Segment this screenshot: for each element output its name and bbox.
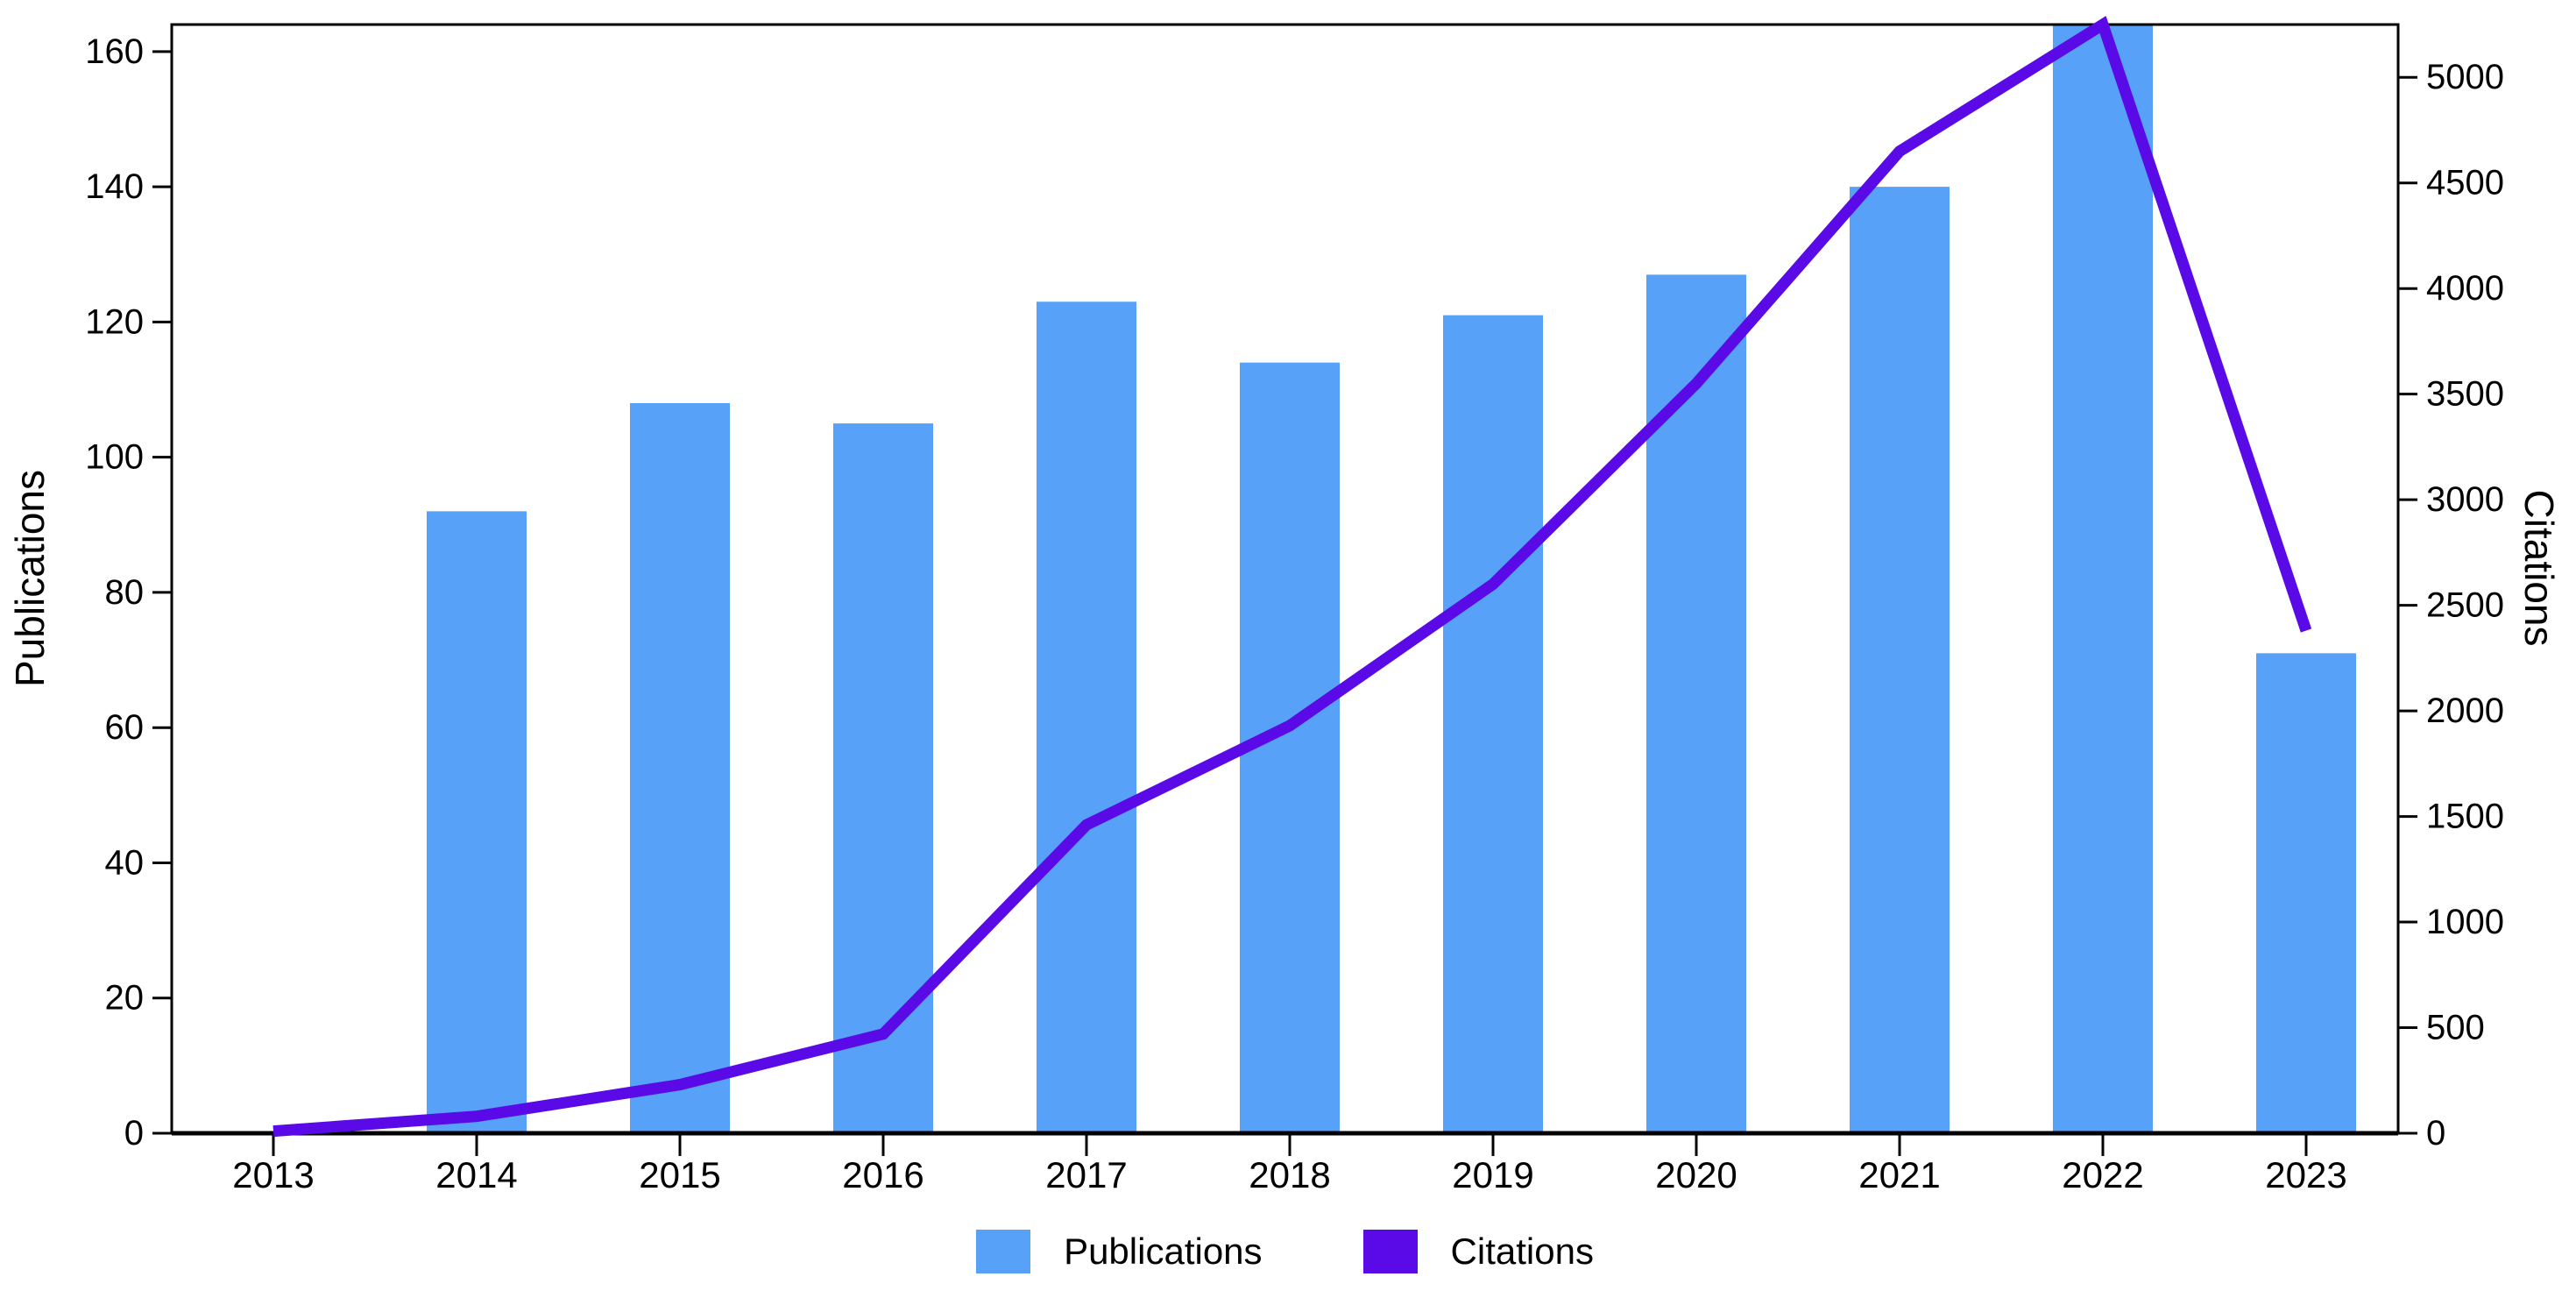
y-left-tick-label-40: 40 [105,843,145,882]
legend-label-publications: Publications [1064,1231,1263,1272]
x-tick-label-2019: 2019 [1452,1154,1533,1195]
bar-2021 [1850,187,1950,1133]
citations-swatch [1362,1230,1418,1273]
y-right-tick-label-5000: 5000 [2426,58,2504,96]
y-right-tick-label-3000: 3000 [2426,480,2504,519]
y-left-tick-label-0: 0 [124,1114,144,1153]
y-right-tick-label-4000: 4000 [2426,269,2504,308]
y-left-tick-label-120: 120 [85,302,144,341]
bar-2022 [2053,25,2153,1133]
y-left-tick-label-60: 60 [105,708,145,747]
x-tick-label-2016: 2016 [842,1154,924,1195]
right-axis-title: Citations [2516,489,2562,647]
y-right-tick-label-0: 0 [2426,1114,2445,1153]
left-axis-title: Publications [7,469,53,688]
y-left-tick-label-140: 140 [85,167,144,206]
y-right-tick-label-1000: 1000 [2426,903,2504,941]
x-tick-label-2017: 2017 [1045,1154,1127,1195]
citations-line [272,16,2312,1138]
bar-2019 [1443,315,1543,1133]
bar-2023 [2256,653,2356,1133]
legend-label-citations: Citations [1450,1231,1594,1272]
y-left-tick-label-20: 20 [105,979,145,1018]
bar-2020 [1646,274,1746,1133]
x-tick-label-2015: 2015 [639,1154,720,1195]
legend-item-publications: Publications [976,1230,1263,1273]
y-left-tick-label-160: 160 [85,32,144,71]
y-left-tick-label-80: 80 [105,573,145,612]
bar-2017 [1037,301,1136,1133]
x-tick-label-2014: 2014 [435,1154,517,1195]
y-right-tick-label-1500: 1500 [2426,798,2504,836]
x-tick-label-2023: 2023 [2265,1154,2346,1195]
bar-2014 [427,511,527,1133]
legend-item-citations: Citations [1362,1230,1594,1273]
y-right-tick-label-500: 500 [2426,1009,2485,1047]
x-tick-label-2018: 2018 [1249,1154,1330,1195]
y-left-tick-label-100: 100 [85,438,144,477]
x-tick-label-2013: 2013 [232,1154,314,1195]
legend: Publications Citations [172,1225,2398,1278]
x-tick-label-2022: 2022 [2062,1154,2143,1195]
bar-2015 [630,402,730,1133]
x-tick-label-2020: 2020 [1655,1154,1737,1195]
y-right-tick-label-3500: 3500 [2426,375,2504,414]
bar-2016 [833,423,933,1134]
y-right-tick-label-2000: 2000 [2426,692,2504,730]
publications-swatch [976,1230,1031,1273]
y-right-tick-label-2500: 2500 [2426,586,2504,625]
y-right-tick-label-4500: 4500 [2426,164,2504,202]
x-tick-label-2021: 2021 [1858,1154,1940,1195]
